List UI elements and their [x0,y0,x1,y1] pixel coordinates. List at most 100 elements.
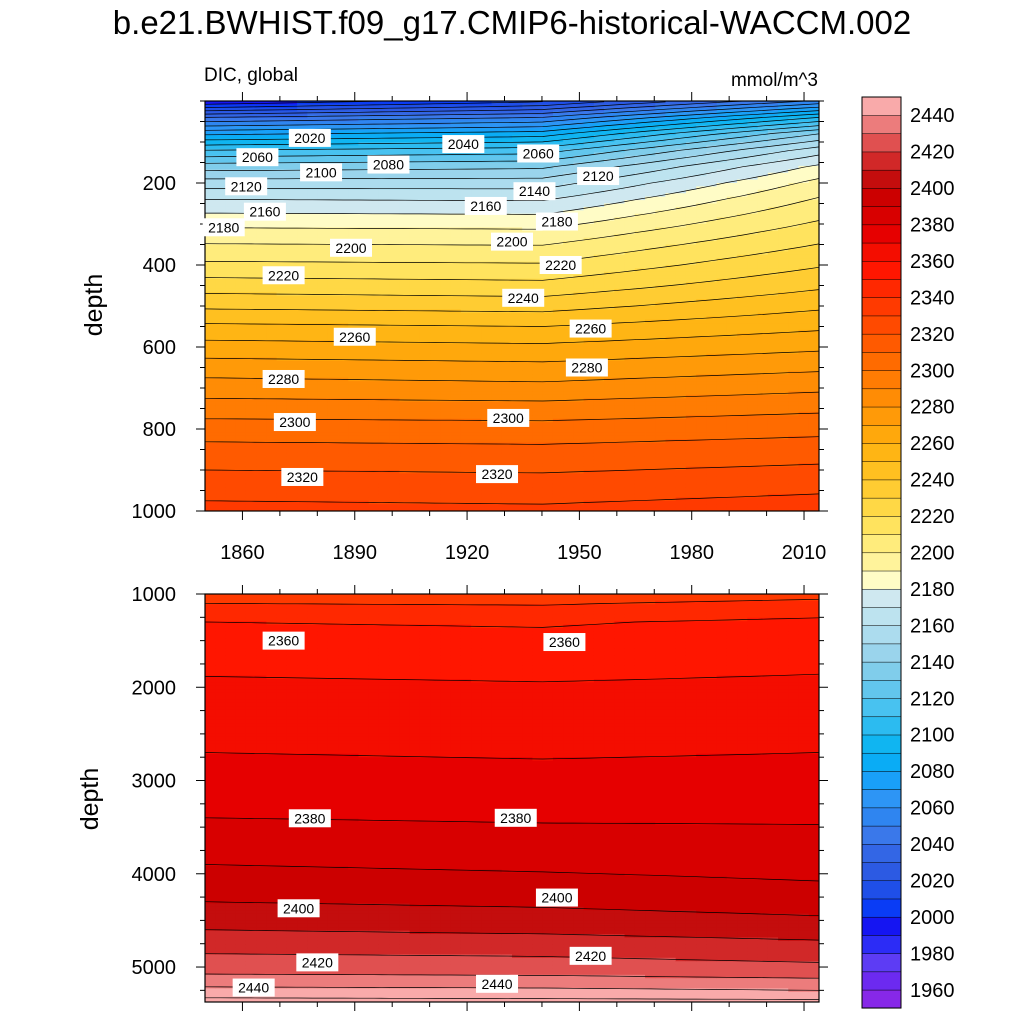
contour-label: 2080 [367,155,410,174]
colorbar-label: 2080 [910,761,955,783]
colorbar-segment [861,169,902,189]
contour-label: 2400 [277,899,320,918]
y-tick-label: 4000 [132,864,177,886]
colorbar-segment [861,114,902,134]
contour-label: 2420 [569,946,612,965]
colorbar-segment [861,96,902,116]
colorbar-segment [861,789,902,809]
contour-line [205,752,819,760]
colorbar-label: 2120 [910,688,955,710]
contour-line [205,493,819,505]
contour-label: 2360 [262,631,305,650]
contour-line [205,997,819,1000]
colorbar-label: 2240 [910,470,955,492]
colorbar-label: 2060 [910,798,955,820]
contour-line [205,864,819,882]
contour-label: 2060 [517,144,560,163]
contour-label: 2420 [296,953,339,972]
contour-label: 2240 [502,288,545,307]
colorbar-segment [861,151,902,171]
colorbar-segment [861,315,902,335]
contour-line [205,391,819,402]
contour-line [205,164,819,215]
colorbar-segment [861,187,902,207]
colorbar-segment [861,861,902,882]
contour-label: 2180 [535,212,578,231]
colorbar-segment [861,206,902,226]
colorbar-label: 1980 [910,943,955,965]
contour-label: 2200 [491,232,533,251]
figure-title: b.e21.BWHIST.f09_g17.CMIP6-historical-WA… [113,4,911,41]
lower-depth-panel: 1000 2000 3000 4000 5000 2360 2360 2380 2380 2400… [132,584,828,1011]
contour-line [205,371,819,383]
contour-label: 2440 [232,978,275,997]
contour-line [205,125,819,158]
colorbar-segment [861,752,902,772]
colorbar-segment [861,442,902,462]
colorbar-segment [861,297,902,317]
y-tick-label: 1000 [132,584,177,606]
contour-label: 2400 [535,888,578,907]
units-label: mmol/m^3 [731,70,818,91]
upper-y-axis-label: depth [80,274,108,337]
contour-label: 2160 [243,202,286,221]
contour-label: 2200 [330,238,373,257]
colorbar: 1960 1980 2000 2020 2040 2060 2080 2100 2120 2140… [861,96,955,1009]
y-tick-label: 600 [143,337,176,359]
contour-label: 2380 [288,809,331,828]
y-tick-label: 5000 [132,957,177,979]
contour-label: 2160 [464,196,507,215]
contour-label: 2320 [281,467,324,486]
colorbar-segment [861,807,902,827]
colorbar-segment [861,716,902,736]
colorbar-label: 2020 [910,870,955,892]
colorbar-segment [861,734,902,754]
colorbar-segment [861,278,902,298]
variable-label: DIC, global [204,65,298,86]
contour-label: 2280 [262,369,305,388]
colorbar-segment [861,916,902,936]
colorbar-segment [861,953,902,973]
colorbar-label: 2180 [910,579,955,601]
colorbar-segment [861,351,902,371]
contour-line [205,436,819,445]
contour-label: 2360 [543,633,586,652]
colorbar-segment [861,406,902,426]
contour-line [205,617,819,628]
contour-line [205,243,819,281]
x-tick-label: 1920 [445,542,490,564]
contour-label: 2180 [202,218,245,237]
colorbar-segment [861,606,902,626]
colorbar-label: 2140 [910,652,955,674]
colorbar-segment [861,934,902,954]
colorbar-label: 2340 [910,287,955,309]
contour-fill [205,594,819,1002]
colorbar-segment [861,825,902,845]
contour-line [205,929,819,941]
x-tick-label: 1980 [669,542,714,564]
colorbar-label: 2360 [910,251,955,273]
colorbar-segment [861,552,902,572]
y-tick-label: 400 [143,255,176,277]
plot-frame [204,593,820,1003]
colorbar-segment [861,388,902,408]
contour-label: 2280 [565,358,608,377]
colorbar-segment [861,989,902,1009]
contour-label: 2380 [494,808,537,827]
contour-line [205,101,605,112]
colorbar-label: 2420 [910,142,955,164]
colorbar-segment [861,661,902,681]
contour-label: 2260 [333,327,376,346]
colorbar-segment [861,497,902,517]
lower-y-axis-label: depth [76,768,104,831]
contour-line [205,121,819,151]
colorbar-label: 1960 [910,980,955,1002]
x-tick-label: 1860 [220,542,265,564]
y-tick-label: 200 [143,173,176,195]
x-axis-ticks [241,92,805,520]
colorbar-segment [861,770,902,790]
contour-line [205,598,819,606]
contour-label: 2100 [300,163,343,182]
contour-line [205,103,819,127]
x-axis-ticks [241,585,805,1011]
